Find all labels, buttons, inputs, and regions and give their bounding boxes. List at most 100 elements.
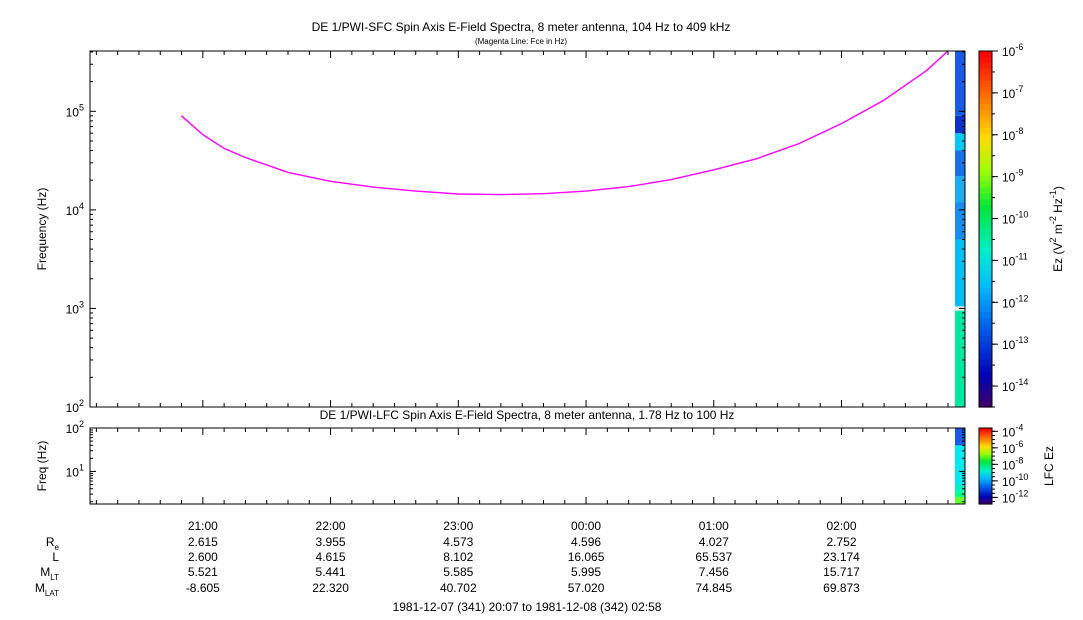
top-y-axis: 102 103 104 105 bbox=[66, 51, 965, 415]
bottom-colorbar-cell bbox=[979, 443, 992, 446]
bottom-colorbar-cell bbox=[979, 457, 992, 459]
bottom-strip-band bbox=[955, 496, 965, 504]
top-colorbar-cell bbox=[979, 181, 992, 189]
ephemeris-value: 7.456 bbox=[699, 565, 729, 579]
top-colorbar-frame bbox=[978, 50, 993, 408]
bottom-colorbar-cell bbox=[979, 500, 992, 503]
top-colorbar-ticks: 10-6 10-7 10-8 10-9 10-10 10-11 10-12 10-13 10-1… bbox=[992, 42, 1028, 408]
top-colorbar-cell bbox=[979, 329, 992, 337]
top-strip-band bbox=[955, 239, 965, 307]
bottom-colorbar-cell bbox=[979, 430, 992, 433]
bottom-colorbar-cell bbox=[979, 473, 992, 476]
bottom-colorbar-label: LFC Ez bbox=[1042, 446, 1056, 486]
bottom-strip-band bbox=[955, 484, 965, 492]
time-tick-label: 22:00 bbox=[316, 519, 346, 533]
top-colorbar-cell bbox=[979, 258, 992, 266]
ephemeris-value: 16.065 bbox=[568, 550, 605, 564]
top-colorbar-cell bbox=[979, 140, 992, 147]
top-colorbar-cell bbox=[979, 335, 992, 343]
ephemeris-value: 57.020 bbox=[568, 581, 605, 595]
top-strip-band bbox=[955, 202, 965, 240]
bottom-colorbar-cell bbox=[979, 498, 992, 501]
top-colorbar-cell bbox=[979, 371, 992, 378]
top-colorbar-cell bbox=[979, 306, 992, 313]
top-y-axis-label: Frequency (Hz) bbox=[35, 188, 49, 271]
top-colorbar-tick-label: 10-14 bbox=[1002, 377, 1028, 394]
bottom-spectrogram-panel: 101 102 Freq (Hz) bbox=[35, 419, 966, 505]
top-colorbar-cell bbox=[979, 86, 992, 94]
bottom-colorbar-tick-label: 10-12 bbox=[1002, 488, 1028, 505]
bottom-strip-band bbox=[955, 445, 965, 485]
bottom-colorbar-cell bbox=[979, 448, 992, 451]
bottom-colorbar-cell bbox=[979, 476, 992, 478]
bottom-colorbar-cell bbox=[979, 497, 992, 500]
bottom-colorbar-tick-label: 10-4 bbox=[1002, 422, 1023, 439]
top-colorbar-cell bbox=[979, 223, 992, 230]
ephemeris-value: 4.573 bbox=[443, 535, 473, 549]
top-colorbar-cell bbox=[979, 294, 992, 301]
bottom-colorbar-cell bbox=[979, 455, 992, 458]
top-colorbar-cell bbox=[979, 80, 992, 88]
top-colorbar-cell bbox=[979, 323, 992, 331]
top-colorbar-tick-label: 10-10 bbox=[1002, 210, 1028, 227]
ephemeris-value: 5.585 bbox=[443, 565, 473, 579]
bottom-colorbar-cell bbox=[979, 433, 992, 435]
top-colorbar-cell bbox=[979, 169, 992, 177]
bottom-colorbar-cell bbox=[979, 472, 992, 475]
bottom-colorbar-cell bbox=[979, 493, 992, 496]
top-colorbar-cell bbox=[979, 318, 992, 325]
top-colorbar-cell bbox=[979, 98, 992, 105]
top-colorbar-cell bbox=[979, 353, 992, 361]
top-colorbar: 10-6 10-7 10-8 10-9 10-10 10-11 10-12 10-13 10-1… bbox=[978, 42, 1065, 408]
bottom-panel-title: DE 1/PWI-LFC Spin Axis E-Field Spectra, … bbox=[320, 408, 735, 422]
ephemeris-value: 4.027 bbox=[699, 535, 729, 549]
bottom-colorbar-cell bbox=[979, 444, 992, 447]
bottom-colorbar-cell bbox=[979, 445, 992, 448]
top-strip-band bbox=[955, 176, 965, 203]
top-colorbar-cell bbox=[979, 134, 992, 141]
bottom-colorbar-cell bbox=[979, 436, 992, 439]
bottom-colorbar-cell bbox=[979, 474, 992, 477]
top-colorbar-cell bbox=[979, 389, 992, 396]
top-y-tick-label: 105 bbox=[66, 102, 84, 119]
top-colorbar-cell bbox=[979, 282, 992, 289]
top-colorbar-cell bbox=[979, 211, 992, 218]
ephemeris-value: 8.102 bbox=[443, 550, 473, 564]
top-colorbar-cell bbox=[979, 56, 992, 64]
top-colorbar-cell bbox=[979, 312, 992, 319]
bottom-colorbar-cell bbox=[979, 477, 992, 480]
top-colorbar-cell bbox=[979, 217, 992, 224]
top-colorbar-cell bbox=[979, 110, 992, 117]
bottom-x-ticks bbox=[95, 428, 949, 504]
top-colorbar-cell bbox=[979, 51, 992, 58]
bottom-colorbar-cell bbox=[979, 458, 992, 461]
top-colorbar-gradient bbox=[979, 51, 992, 408]
top-colorbar-cell bbox=[979, 62, 992, 70]
ephemeris-value: 4.596 bbox=[571, 535, 601, 549]
top-colorbar-tick-label: 10-6 bbox=[1002, 42, 1023, 59]
bottom-colorbar-tick-label: 10-8 bbox=[1002, 455, 1023, 472]
top-x-ticks bbox=[95, 51, 949, 407]
top-strip-band bbox=[955, 150, 965, 177]
top-colorbar-cell bbox=[979, 157, 992, 165]
top-colorbar-tick-label: 10-12 bbox=[1002, 293, 1028, 310]
fce-line bbox=[181, 50, 949, 196]
top-colorbar-cell bbox=[979, 276, 992, 283]
top-colorbar-cell bbox=[979, 193, 992, 200]
top-colorbar-cell bbox=[979, 175, 992, 183]
bottom-colorbar-cell bbox=[979, 431, 992, 434]
bottom-colorbar-cell bbox=[979, 449, 992, 452]
bottom-colorbar-cell bbox=[979, 469, 992, 472]
bottom-colorbar-cell bbox=[979, 454, 992, 457]
top-y-tick-label: 103 bbox=[66, 299, 84, 316]
top-colorbar-cell bbox=[979, 234, 992, 242]
top-colorbar-cell bbox=[979, 300, 992, 307]
ephemeris-row-label: MLAT bbox=[35, 581, 59, 598]
top-colorbar-tick-label: 10-11 bbox=[1002, 251, 1028, 268]
top-colorbar-cell bbox=[979, 395, 992, 402]
top-strip-band bbox=[955, 115, 965, 134]
top-colorbar-tick-label: 10-7 bbox=[1002, 84, 1023, 101]
time-tick-label: 21:00 bbox=[188, 519, 218, 533]
